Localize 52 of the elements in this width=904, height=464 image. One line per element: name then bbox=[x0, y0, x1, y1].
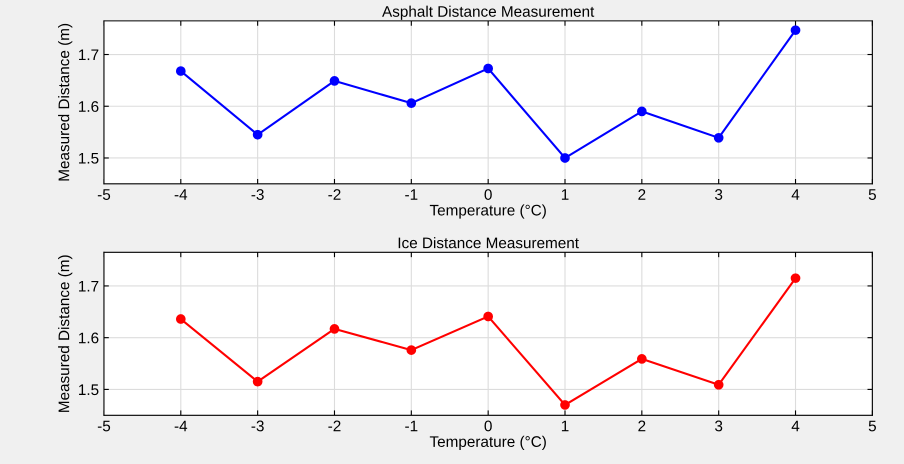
point bbox=[636, 354, 647, 364]
point bbox=[406, 345, 416, 355]
point bbox=[176, 314, 186, 324]
chart-title: Ice Distance Measurement bbox=[398, 237, 579, 248]
y-tick-label: 1.6 bbox=[79, 332, 98, 344]
x-tick-label: 5 bbox=[868, 420, 876, 432]
point bbox=[406, 98, 416, 108]
x-axis-title: Temperature (°C) bbox=[430, 436, 546, 450]
point bbox=[252, 130, 262, 140]
x-tick-label: 1 bbox=[562, 189, 569, 200]
x-tick-label: -2 bbox=[328, 189, 341, 200]
chart-title: Asphalt Distance Measurement bbox=[382, 6, 594, 20]
y-tick-label: 1.5 bbox=[79, 153, 98, 164]
point bbox=[790, 273, 800, 284]
point bbox=[714, 132, 724, 143]
x-tick-label: -1 bbox=[405, 189, 418, 200]
x-tick-label: 4 bbox=[792, 189, 800, 200]
y-tick-label: 1.7 bbox=[79, 280, 98, 292]
x-tick-label: 0 bbox=[484, 189, 492, 200]
point bbox=[714, 380, 724, 390]
point bbox=[636, 106, 647, 116]
point bbox=[176, 66, 186, 76]
point bbox=[560, 153, 570, 163]
x-tick-label: -5 bbox=[98, 420, 110, 432]
x-tick-label: -2 bbox=[328, 420, 341, 432]
point bbox=[252, 376, 262, 387]
x-tick-label: 0 bbox=[484, 420, 492, 432]
x-tick-label: -3 bbox=[252, 420, 264, 432]
x-tick-label: 2 bbox=[638, 189, 646, 200]
x-tick-label: 3 bbox=[715, 189, 722, 200]
x-tick-label: -1 bbox=[405, 420, 418, 432]
x-tick-label: -4 bbox=[174, 189, 188, 200]
point bbox=[330, 76, 340, 86]
x-tick-label: 4 bbox=[792, 420, 800, 432]
y-axis-title: Measured Distance (m) bbox=[58, 255, 72, 412]
x-tick-label: 2 bbox=[638, 420, 646, 432]
point bbox=[790, 25, 800, 36]
point bbox=[483, 64, 494, 74]
point bbox=[560, 400, 570, 410]
y-axis-title: Measured Distance (m) bbox=[58, 24, 72, 180]
x-tick-label: 3 bbox=[715, 420, 722, 432]
point bbox=[330, 324, 340, 334]
x-tick-label: -5 bbox=[98, 189, 110, 200]
x-axis-title: Temperature (°C) bbox=[430, 204, 546, 219]
x-tick-label: 1 bbox=[562, 420, 569, 432]
x-tick-label: -4 bbox=[174, 420, 188, 432]
y-tick-label: 1.5 bbox=[79, 384, 98, 396]
y-tick-label: 1.7 bbox=[79, 50, 98, 60]
x-tick-label: -3 bbox=[252, 189, 264, 200]
x-tick-label: 5 bbox=[868, 189, 876, 200]
y-tick-label: 1.6 bbox=[79, 101, 98, 112]
point bbox=[483, 312, 494, 322]
